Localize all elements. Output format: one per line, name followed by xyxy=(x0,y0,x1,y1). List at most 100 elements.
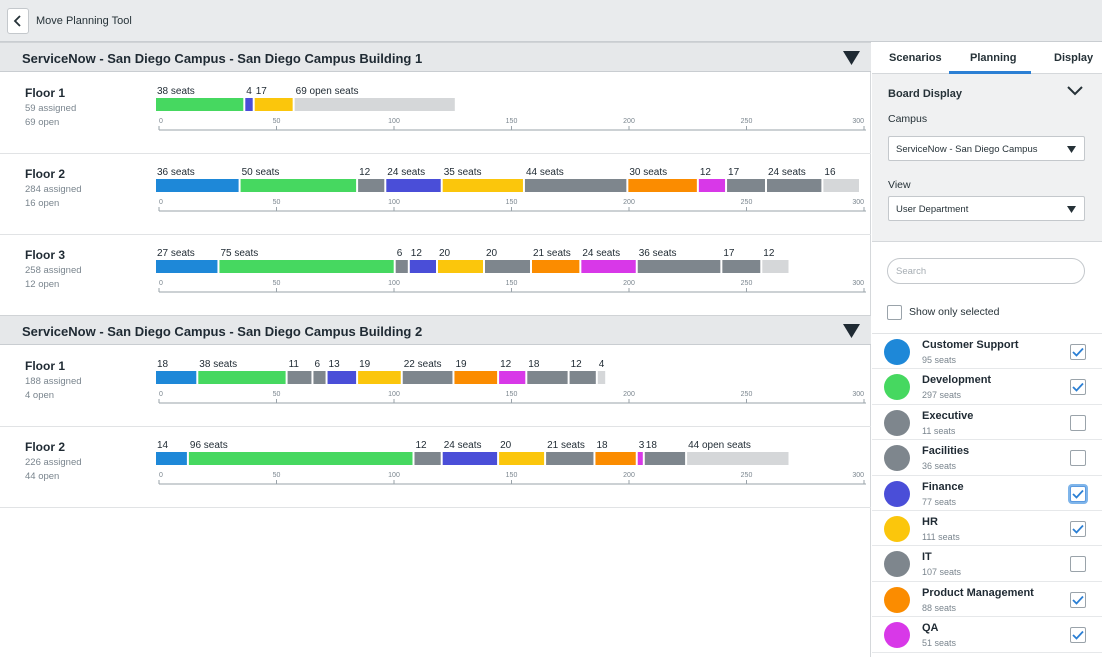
department-checkbox[interactable] xyxy=(1070,520,1086,537)
seat-segment-qa[interactable] xyxy=(698,179,726,192)
department-item[interactable]: Product Management 88 seats xyxy=(872,582,1102,618)
axis-tick-label: 300 xyxy=(852,118,864,125)
seat-segment-label: 12 xyxy=(571,359,583,370)
seat-segment-product_management[interactable] xyxy=(532,260,580,273)
seat-segment-it[interactable] xyxy=(402,371,453,384)
seat-segment-finance[interactable] xyxy=(386,179,441,192)
seat-segment-label: 18 xyxy=(596,440,608,451)
department-checkbox[interactable] xyxy=(1070,379,1086,396)
seat-segment-finance[interactable] xyxy=(442,452,498,465)
seat-segment-hr[interactable] xyxy=(438,260,483,273)
seat-segment-open[interactable] xyxy=(597,371,606,384)
floor-name: Floor 1 xyxy=(25,359,66,373)
department-item[interactable]: IT 107 seats xyxy=(872,546,1102,582)
sidebar-tabs: Scenarios Planning Display xyxy=(872,42,1102,74)
seat-segment-label: 27 seats xyxy=(157,248,195,259)
department-item[interactable]: Customer Support 95 seats xyxy=(872,334,1102,370)
seat-segment-qa[interactable] xyxy=(499,371,526,384)
floor-assigned: 284 assigned xyxy=(25,184,82,195)
axis-tick-label: 50 xyxy=(273,280,281,287)
search-input[interactable] xyxy=(896,264,1076,278)
show-only-selected[interactable]: Show only selected xyxy=(887,304,999,320)
department-checkbox[interactable] xyxy=(1070,344,1086,360)
building-title: ServiceNow - San Diego Campus - San Dieg… xyxy=(22,51,423,66)
seat-segment-product_management[interactable] xyxy=(595,452,636,465)
seat-segment-other[interactable] xyxy=(527,371,568,384)
seat-segment-other[interactable] xyxy=(767,179,822,192)
seat-segment-customer_support[interactable] xyxy=(156,452,187,465)
tab-display[interactable]: Display xyxy=(1054,52,1094,64)
seat-segment-other[interactable] xyxy=(644,452,686,465)
department-item[interactable]: HR 111 seats xyxy=(872,511,1102,547)
seat-segment-development[interactable] xyxy=(240,179,357,192)
department-item[interactable]: Development 297 seats xyxy=(872,369,1102,405)
department-item[interactable]: QA 51 seats xyxy=(872,617,1102,653)
seat-segment-hr[interactable] xyxy=(499,452,545,465)
seat-segment-customer_support[interactable] xyxy=(156,260,218,273)
department-checkbox[interactable] xyxy=(1070,414,1086,431)
seat-segment-executive[interactable] xyxy=(414,452,441,465)
seat-segment-other[interactable] xyxy=(727,179,765,192)
seat-segment-executive[interactable] xyxy=(395,260,408,273)
axis-tick-label: 250 xyxy=(741,118,753,125)
department-item[interactable]: Facilities 36 seats xyxy=(872,440,1102,476)
seat-segment-hr[interactable] xyxy=(358,371,401,384)
seat-segment-finance[interactable] xyxy=(245,98,253,111)
collapse-triangle-icon[interactable] xyxy=(843,51,860,65)
seat-segment-product_management[interactable] xyxy=(454,371,498,384)
seat-segment-finance[interactable] xyxy=(409,260,436,273)
department-name: IT xyxy=(922,551,932,564)
seat-segment-open[interactable] xyxy=(294,98,455,111)
seat-segment-qa[interactable] xyxy=(581,260,636,273)
seat-segment-customer_support[interactable] xyxy=(156,179,239,192)
seat-segment-label: 11 xyxy=(289,359,300,370)
campus-select[interactable]: ServiceNow - San Diego Campus xyxy=(888,136,1085,161)
seat-segment-hr[interactable] xyxy=(254,98,293,111)
seat-segment-other[interactable] xyxy=(569,371,596,384)
seat-segment-it[interactable] xyxy=(546,452,594,465)
axis-tick-label: 200 xyxy=(623,391,635,398)
seat-segment-other[interactable] xyxy=(722,260,761,273)
tab-scenarios[interactable]: Scenarios xyxy=(889,52,942,64)
tab-planning[interactable]: Planning xyxy=(970,52,1017,64)
view-select[interactable]: User Department xyxy=(888,196,1085,221)
seat-segment-finance[interactable] xyxy=(327,371,357,384)
seat-segment-other[interactable] xyxy=(637,260,721,273)
building-header[interactable]: ServiceNow - San Diego Campus - San Dieg… xyxy=(0,315,871,345)
department-checkbox[interactable] xyxy=(1070,556,1086,573)
floor-open: 12 open xyxy=(25,279,60,290)
collapse-triangle-icon[interactable] xyxy=(843,324,860,338)
seat-segment-development[interactable] xyxy=(198,371,286,384)
seat-segment-customer_support[interactable] xyxy=(156,371,197,384)
seat-segment-it[interactable] xyxy=(485,260,530,273)
seat-segment-product_management[interactable] xyxy=(628,179,697,192)
department-checkbox[interactable] xyxy=(1070,450,1086,467)
axis-tick-label: 100 xyxy=(388,118,400,125)
seat-segment-it[interactable] xyxy=(524,179,627,192)
department-name: QA xyxy=(922,622,939,635)
department-checkbox[interactable] xyxy=(1070,627,1086,644)
seat-segment-hr[interactable] xyxy=(442,179,523,192)
seat-segment-customer_support[interactable] xyxy=(156,98,244,111)
seat-segment-facilities[interactable] xyxy=(313,371,326,384)
department-checkbox[interactable] xyxy=(1070,591,1086,608)
building-header[interactable]: ServiceNow - San Diego Campus - San Dieg… xyxy=(0,42,871,72)
department-checkbox[interactable] xyxy=(1070,485,1086,502)
department-item[interactable]: Finance 77 seats xyxy=(872,476,1102,511)
seat-segment-executive[interactable] xyxy=(287,371,312,384)
seat-segment-open[interactable] xyxy=(687,452,789,465)
seat-segment-label: 38 seats xyxy=(199,359,237,370)
seat-segment-development[interactable] xyxy=(219,260,394,273)
chevron-down-icon[interactable] xyxy=(1067,86,1083,96)
seat-segment-open[interactable] xyxy=(762,260,789,273)
seat-segment-label: 22 seats xyxy=(404,359,442,370)
seat-segment-open[interactable] xyxy=(823,179,859,192)
department-item[interactable]: Executive 11 seats xyxy=(872,405,1102,441)
seat-segment-development[interactable] xyxy=(188,452,413,465)
seat-segment-label: 17 xyxy=(728,167,740,178)
seat-segment-executive[interactable] xyxy=(358,179,385,192)
seat-segment-label: 96 seats xyxy=(190,440,228,451)
seat-segment-qa[interactable] xyxy=(637,452,643,465)
show-only-selected-checkbox[interactable] xyxy=(887,304,902,320)
back-button[interactable] xyxy=(7,8,29,34)
